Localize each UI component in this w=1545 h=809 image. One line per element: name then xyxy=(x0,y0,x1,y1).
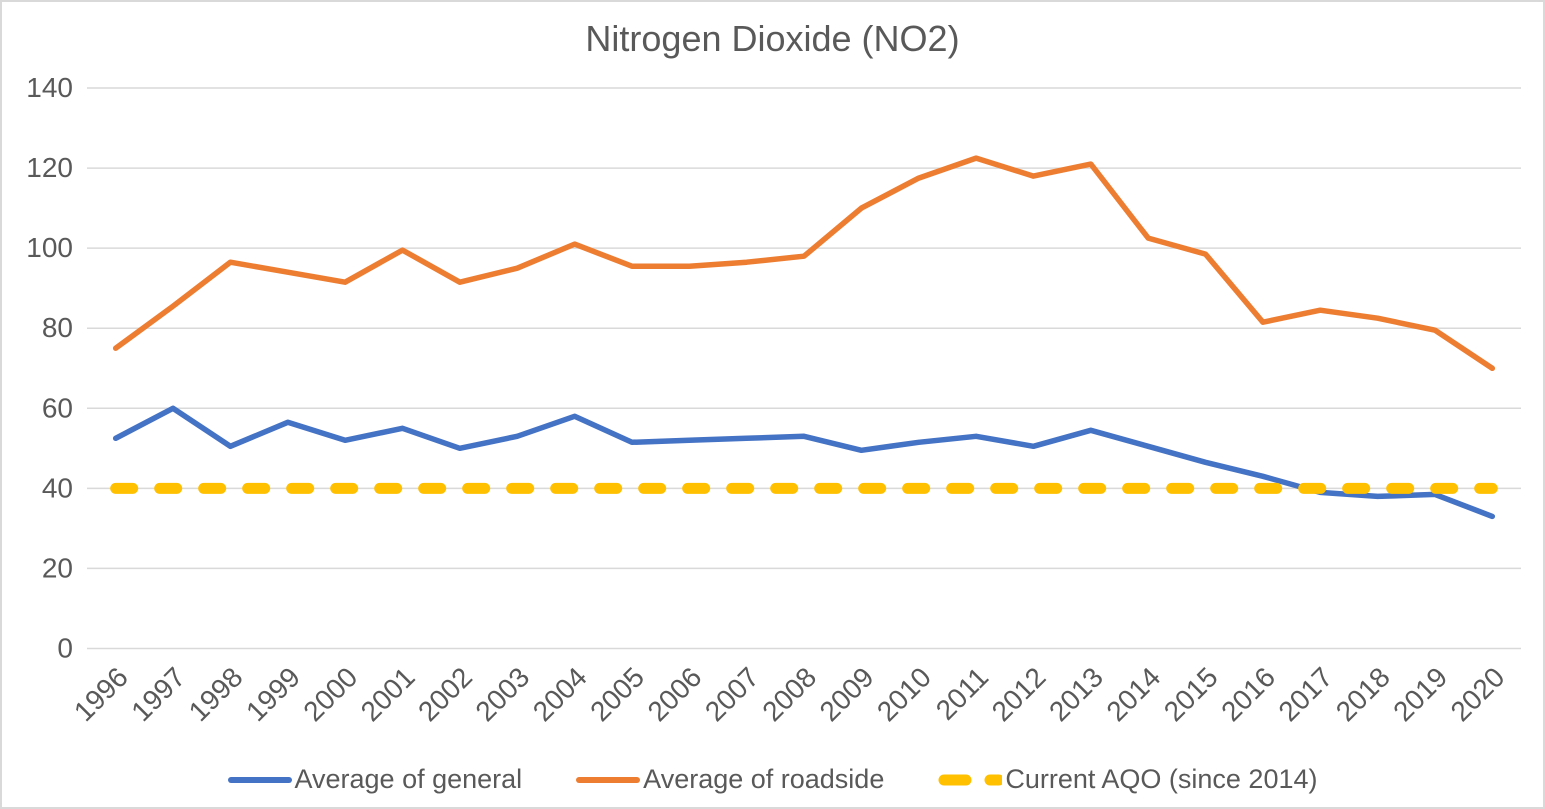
x-tick-label-2012: 2012 xyxy=(986,661,1052,727)
chart-title: Nitrogen Dioxide (NO2) xyxy=(585,18,960,59)
y-tick-label-20: 20 xyxy=(42,552,73,583)
x-tick-label-2001: 2001 xyxy=(355,661,421,727)
legend-swatch-current-aqo-since-2014 xyxy=(938,774,1003,785)
x-tick-label-1999: 1999 xyxy=(240,661,306,727)
y-tick-label-100: 100 xyxy=(26,232,73,263)
gridlines xyxy=(87,87,1521,650)
x-tick-label-2019: 2019 xyxy=(1387,661,1453,727)
y-axis-tick-labels: 0 20 40 60 80 100 120 140 xyxy=(26,72,73,664)
x-tick-label-2007: 2007 xyxy=(699,661,765,727)
x-tick-label-1998: 1998 xyxy=(183,661,249,727)
series-line-average-of-general xyxy=(112,405,1496,520)
x-axis-tick-labels: 1996199719981999200020012002200320042005… xyxy=(68,661,1511,727)
legend-label-current-aqo-since-2014: Current AQO (since 2014) xyxy=(1005,764,1318,794)
x-tick-label-2002: 2002 xyxy=(412,661,478,727)
legend-item-average-of-roadside: Average of roadside xyxy=(576,764,884,795)
legend: Average of general Average of roadside Cur… xyxy=(2,764,1543,795)
x-tick-label-2018: 2018 xyxy=(1330,661,1396,727)
y-tick-label-120: 120 xyxy=(26,152,73,183)
x-tick-label-2011: 2011 xyxy=(930,661,995,726)
legend-item-current-aqo-since-2014: Current AQO (since 2014) xyxy=(938,764,1317,795)
y-tick-label-40: 40 xyxy=(42,472,73,503)
x-tick-label-2005: 2005 xyxy=(584,661,650,727)
x-tick-label-2015: 2015 xyxy=(1158,661,1224,727)
y-tick-label-80: 80 xyxy=(42,312,73,343)
y-tick-label-60: 60 xyxy=(42,392,73,423)
x-tick-label-1996: 1996 xyxy=(68,661,134,727)
x-tick-label-2016: 2016 xyxy=(1215,661,1281,727)
legend-label-average-of-general: Average of general xyxy=(294,764,523,794)
y-tick-label-140: 140 xyxy=(26,72,73,103)
x-tick-label-2010: 2010 xyxy=(871,661,937,727)
legend-swatch-average-of-general xyxy=(227,776,292,783)
x-tick-label-2008: 2008 xyxy=(756,661,822,727)
x-tick-label-2013: 2013 xyxy=(1043,661,1109,727)
x-tick-label-2017: 2017 xyxy=(1273,661,1339,727)
x-tick-label-2003: 2003 xyxy=(469,661,535,727)
x-tick-label-2004: 2004 xyxy=(527,661,593,727)
x-tick-label-1997: 1997 xyxy=(125,661,191,727)
x-tick-label-2014: 2014 xyxy=(1100,661,1166,727)
legend-label-average-of-roadside: Average of roadside xyxy=(643,764,885,794)
x-tick-label-2006: 2006 xyxy=(642,661,708,727)
legend-swatch-average-of-roadside xyxy=(576,776,641,783)
x-tick-label-2009: 2009 xyxy=(814,661,880,727)
legend-item-average-of-general: Average of general xyxy=(227,764,523,795)
x-tick-label-2020: 2020 xyxy=(1445,661,1511,727)
series-line-average-of-roadside xyxy=(112,155,1496,372)
y-tick-label-0: 0 xyxy=(57,633,73,664)
x-tick-label-2000: 2000 xyxy=(297,661,363,727)
